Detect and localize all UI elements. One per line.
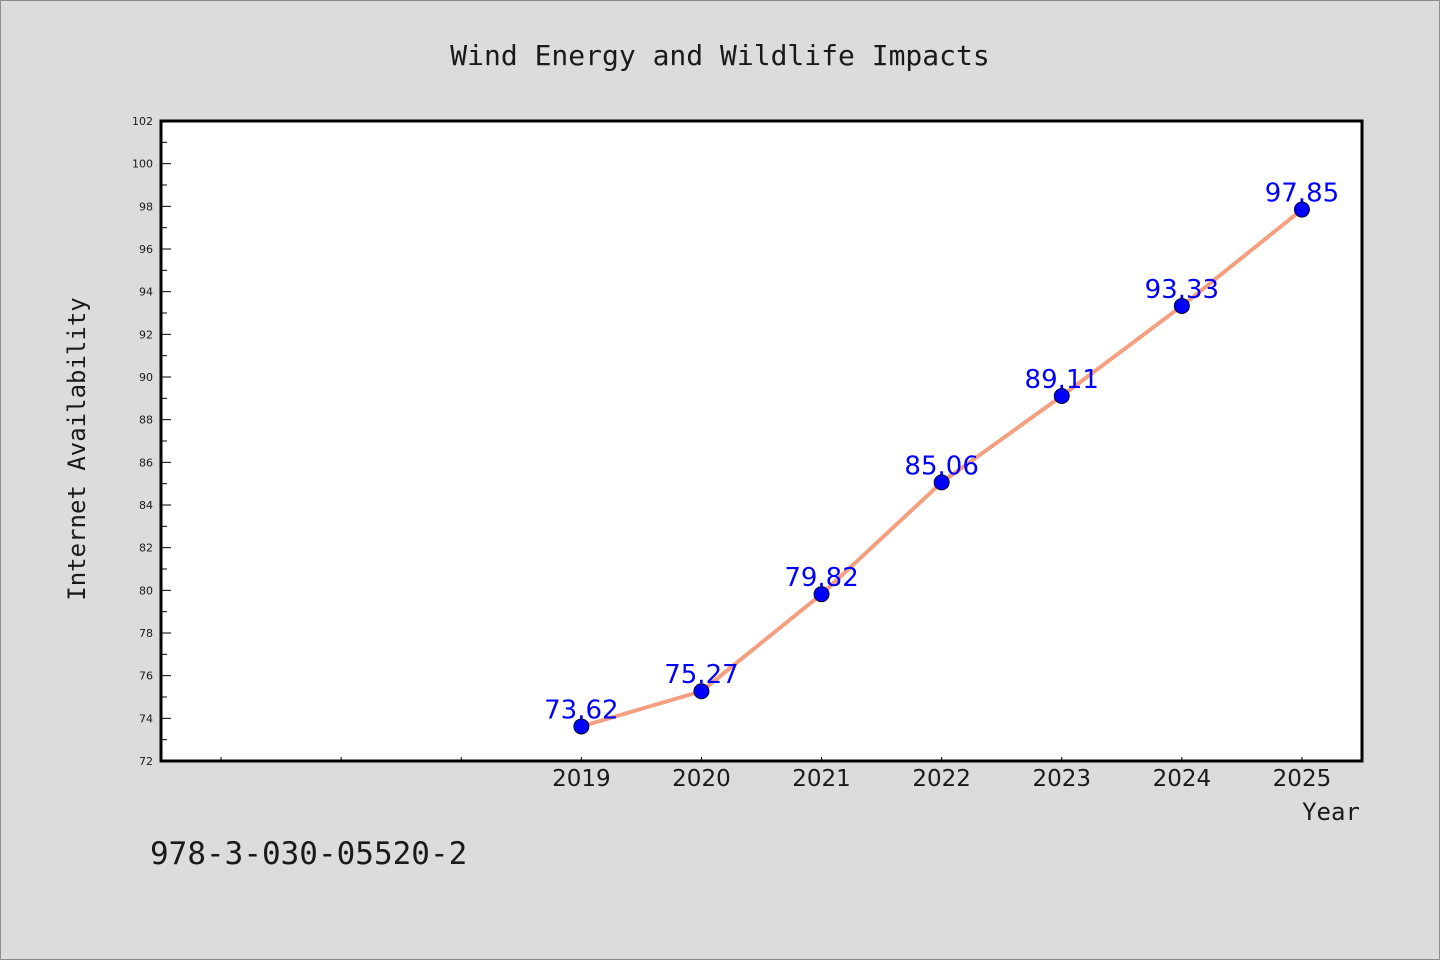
data-label: 89.11 xyxy=(1025,365,1099,395)
y-tick-label: 90 xyxy=(139,371,153,384)
data-point xyxy=(1053,387,1070,404)
y-tick-label: 96 xyxy=(139,243,153,256)
y-tick-label: 94 xyxy=(139,286,153,299)
y-tick-label: 92 xyxy=(139,328,153,341)
x-tick-label: 2025 xyxy=(1273,766,1332,792)
data-point xyxy=(933,474,950,491)
y-tick-label: 102 xyxy=(132,115,153,128)
x-tick-label: 2023 xyxy=(1032,766,1091,792)
data-point xyxy=(1173,297,1190,314)
x-tick-label: 2020 xyxy=(672,766,731,792)
x-tick-label: 2021 xyxy=(792,766,851,792)
isbn-annotation: 978-3-030-05520-2 xyxy=(150,836,467,872)
data-point xyxy=(813,586,830,603)
y-tick-label: 98 xyxy=(139,200,153,213)
data-point xyxy=(693,683,710,700)
x-tick-label: 2024 xyxy=(1153,766,1212,792)
y-tick-label: 86 xyxy=(139,456,153,469)
y-axis-label: Internet Availability xyxy=(63,297,91,600)
y-tick-label: 82 xyxy=(139,542,153,555)
y-tick-label: 76 xyxy=(139,670,153,683)
data-label: 75.27 xyxy=(664,660,738,690)
series-layer: 73.62 75.27 79.82 85.06 89.11 93.33 97.85 xyxy=(544,179,1339,735)
data-label: 79.82 xyxy=(784,563,858,593)
data-label: 97.85 xyxy=(1265,179,1339,209)
x-tick-label: 2019 xyxy=(552,766,611,792)
y-tick-label: 72 xyxy=(139,755,153,768)
y-axis-ticks: 72 74 76 78 80 82 84 86 88 90 92 94 96 98 100 102 xyxy=(132,115,171,768)
y-tick-label: 74 xyxy=(139,712,153,725)
plot-area xyxy=(159,119,1364,763)
data-point xyxy=(573,718,590,735)
data-label: 93.33 xyxy=(1145,275,1219,305)
y-tick-label: 100 xyxy=(132,158,153,171)
data-label: 85.06 xyxy=(904,451,978,481)
x-tick-label: 2022 xyxy=(912,766,971,792)
data-label: 73.62 xyxy=(544,695,618,725)
x-axis-ticks: 2019 2020 2021 2022 2023 2024 2025 xyxy=(220,757,1332,792)
y-tick-label: 84 xyxy=(139,499,153,512)
y-tick-label: 88 xyxy=(139,414,153,427)
data-point xyxy=(1293,201,1310,218)
y-tick-label: 78 xyxy=(139,627,153,640)
x-axis-label: Year xyxy=(1302,798,1360,826)
y-tick-label: 80 xyxy=(139,584,153,597)
chart-title: Wind Energy and Wildlife Impacts xyxy=(450,39,989,72)
